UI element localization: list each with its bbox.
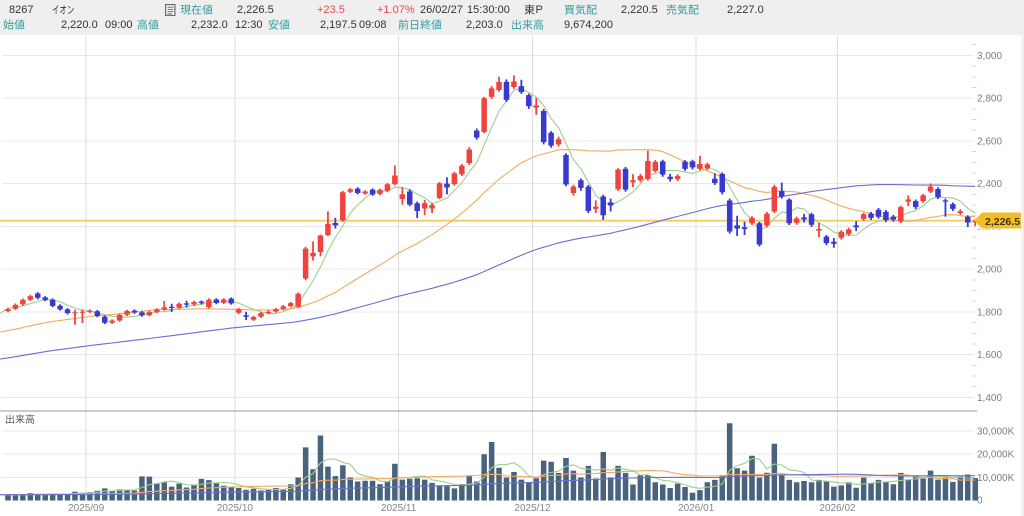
svg-text:1,400: 1,400 bbox=[977, 393, 1002, 404]
svg-text:2026/01: 2026/01 bbox=[678, 503, 715, 514]
svg-text:20,000K: 20,000K bbox=[977, 450, 1015, 461]
svg-text:2,000: 2,000 bbox=[977, 265, 1002, 276]
svg-text:10,000K: 10,000K bbox=[977, 473, 1015, 484]
svg-text:2,600: 2,600 bbox=[977, 136, 1002, 147]
svg-text:2026/02: 2026/02 bbox=[819, 503, 856, 514]
svg-text:2025/10: 2025/10 bbox=[217, 503, 254, 514]
svg-text:2025/11: 2025/11 bbox=[381, 503, 417, 514]
svg-text:0: 0 bbox=[977, 496, 983, 507]
svg-text:1,800: 1,800 bbox=[977, 307, 1002, 318]
svg-text:2025/09: 2025/09 bbox=[68, 503, 105, 514]
svg-text:2,226.5: 2,226.5 bbox=[985, 216, 1020, 228]
svg-text:2025/12: 2025/12 bbox=[514, 503, 551, 514]
svg-text:1,600: 1,600 bbox=[977, 350, 1002, 361]
svg-text:2,400: 2,400 bbox=[977, 179, 1002, 190]
svg-text:3,000: 3,000 bbox=[977, 51, 1002, 62]
svg-text:2,800: 2,800 bbox=[977, 94, 1002, 105]
svg-text:30,000K: 30,000K bbox=[977, 426, 1015, 437]
